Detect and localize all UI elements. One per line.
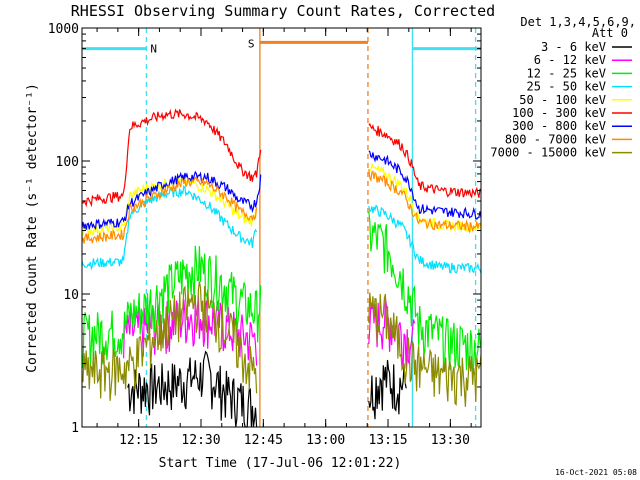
x-tick-label: 13:00 [306, 433, 345, 448]
legend-label: 50 - 100 keV [519, 93, 606, 107]
series-line [81, 108, 262, 208]
x-tick-label: 13:15 [368, 433, 407, 448]
series-line [368, 211, 482, 380]
x-axis: 12:15 12:30 12:45 13:00 13:15 13:30 [96, 28, 472, 448]
series-line [368, 359, 407, 420]
timestamp: 16-Oct-2021 05:08 [555, 468, 637, 477]
series-line [81, 170, 262, 231]
legend-label: 300 - 800 keV [512, 119, 606, 133]
series-line [368, 292, 482, 407]
series-line [368, 150, 482, 220]
series-line [81, 281, 258, 401]
y-tick-label: 100 [56, 155, 79, 170]
y-tick-label: 10 [63, 288, 79, 303]
legend-label: 12 - 25 keV [527, 66, 606, 80]
legend-label: 800 - 7000 keV [505, 132, 606, 146]
y-tick-label: 1 [71, 421, 79, 436]
series-line [81, 176, 258, 244]
x-tick-label: 13:30 [431, 433, 470, 448]
series-line [368, 122, 482, 199]
night-marker: N [150, 43, 157, 56]
legend-header-1: Det 1,3,4,5,6,9, [520, 15, 636, 29]
x-tick-label: 12:30 [181, 433, 220, 448]
saa-marker: S [248, 37, 255, 50]
series-line [368, 168, 482, 234]
legend-label: 100 - 300 keV [512, 106, 606, 120]
series-line [368, 163, 482, 233]
legend-header-2: Att 0 [592, 26, 628, 40]
x-tick-label: 12:45 [244, 433, 283, 448]
series-line [81, 184, 258, 271]
y-axis-label: Corrected Count Rate (s⁻¹ detector⁻¹) [25, 83, 40, 373]
series-line [81, 245, 262, 369]
chart-title: RHESSI Observing Summary Count Rates, Co… [71, 2, 495, 20]
legend-label: 7000 - 15000 keV [490, 146, 606, 160]
y-axis: 1000 100 10 1 [48, 22, 481, 436]
y-tick-label: 1000 [48, 22, 79, 37]
x-axis-label: Start Time (17-Jul-06 12:01:22) [159, 456, 402, 471]
plot-frame [81, 27, 482, 428]
series-line [368, 204, 482, 274]
x-tick-label: 12:15 [119, 433, 158, 448]
series-line [127, 350, 258, 428]
legend-label: 6 - 12 keV [534, 53, 606, 67]
legend-label: 25 - 50 keV [527, 80, 606, 94]
legend-label: 3 - 6 keV [541, 40, 606, 54]
